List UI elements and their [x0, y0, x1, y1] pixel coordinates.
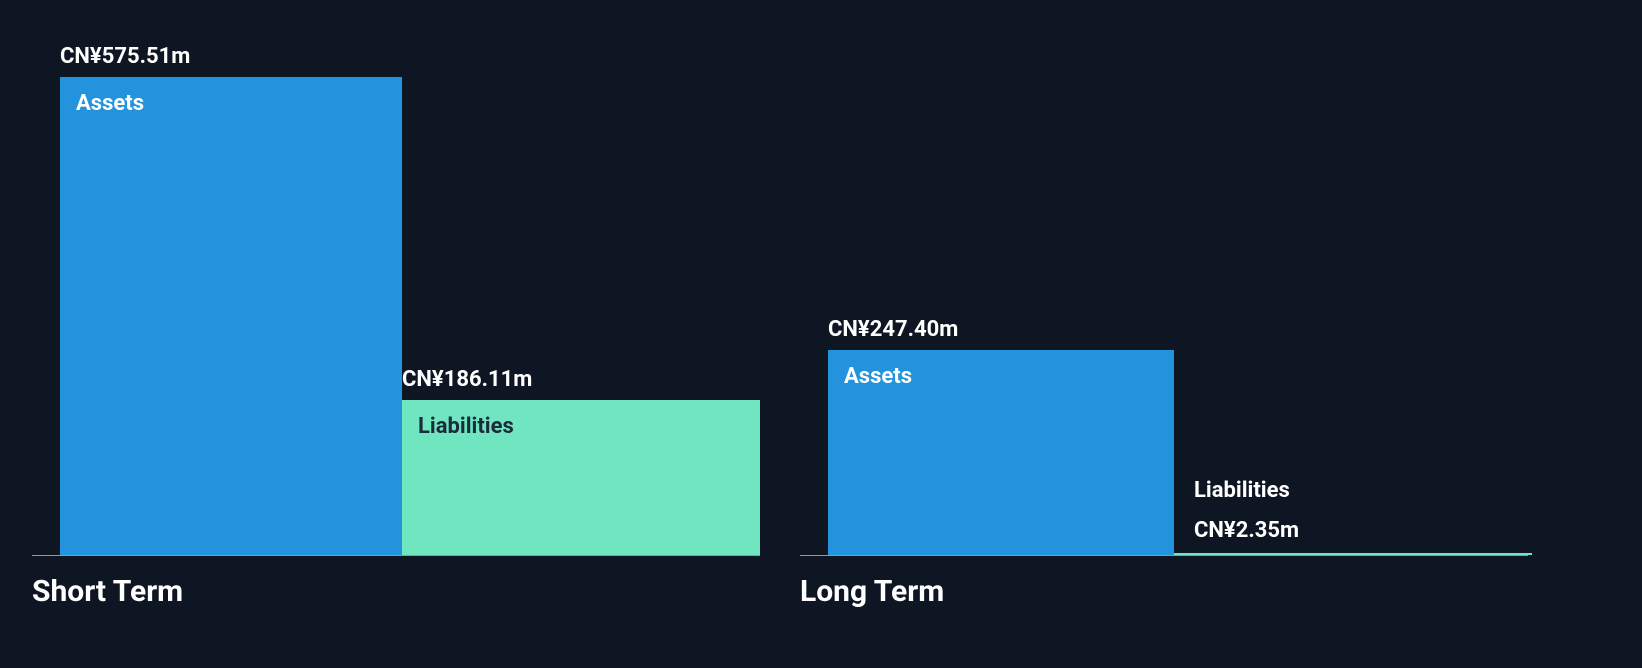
- bars-area: CN¥575.51mAssetsCN¥186.11m Liabilities: [32, 78, 760, 556]
- long-term-assets-bar-wrap: CN¥247.40m Assets: [828, 77, 1174, 555]
- short-term-assets-bar-value-label: CN¥575.51m: [60, 44, 190, 69]
- chart-group-1: CN¥247.40m Assets Liabilities CN¥2.35m Long …: [800, 78, 1528, 609]
- short-term-assets-bar: Assets: [60, 77, 402, 555]
- short-term-liabilities-bar: Liabilities: [402, 400, 760, 555]
- group-title-0: Short Term: [32, 574, 760, 609]
- short-term-assets-bar-wrap: CN¥575.51mAssets: [60, 77, 402, 555]
- chart-group-0: CN¥575.51mAssetsCN¥186.11m Liabilities Sho…: [32, 78, 760, 609]
- short-term-liabilities-bar-wrap: CN¥186.11m Liabilities: [402, 77, 760, 555]
- long-term-assets-bar: Assets: [828, 350, 1174, 555]
- long-term-liabilities-bar-wrap: Liabilities CN¥2.35m: [1174, 77, 1532, 555]
- short-term-liabilities-bar-value-label: CN¥186.11m: [402, 367, 532, 392]
- bars-area: CN¥247.40m Assets Liabilities CN¥2.35m: [800, 78, 1528, 556]
- long-term-liabilities-bar-value-label: CN¥2.35m: [1194, 518, 1299, 543]
- long-term-liabilities-bar-inner-label: Liabilities: [1194, 478, 1290, 503]
- long-term-assets-bar-value-label: CN¥247.40m: [828, 317, 958, 342]
- long-term-liabilities-bar: [1174, 553, 1532, 555]
- short-term-assets-bar-inner-label: Assets: [76, 91, 144, 116]
- long-term-assets-bar-inner-label: Assets: [844, 364, 912, 389]
- short-term-liabilities-bar-inner-label: Liabilities: [418, 414, 514, 439]
- group-title-1: Long Term: [800, 574, 1528, 609]
